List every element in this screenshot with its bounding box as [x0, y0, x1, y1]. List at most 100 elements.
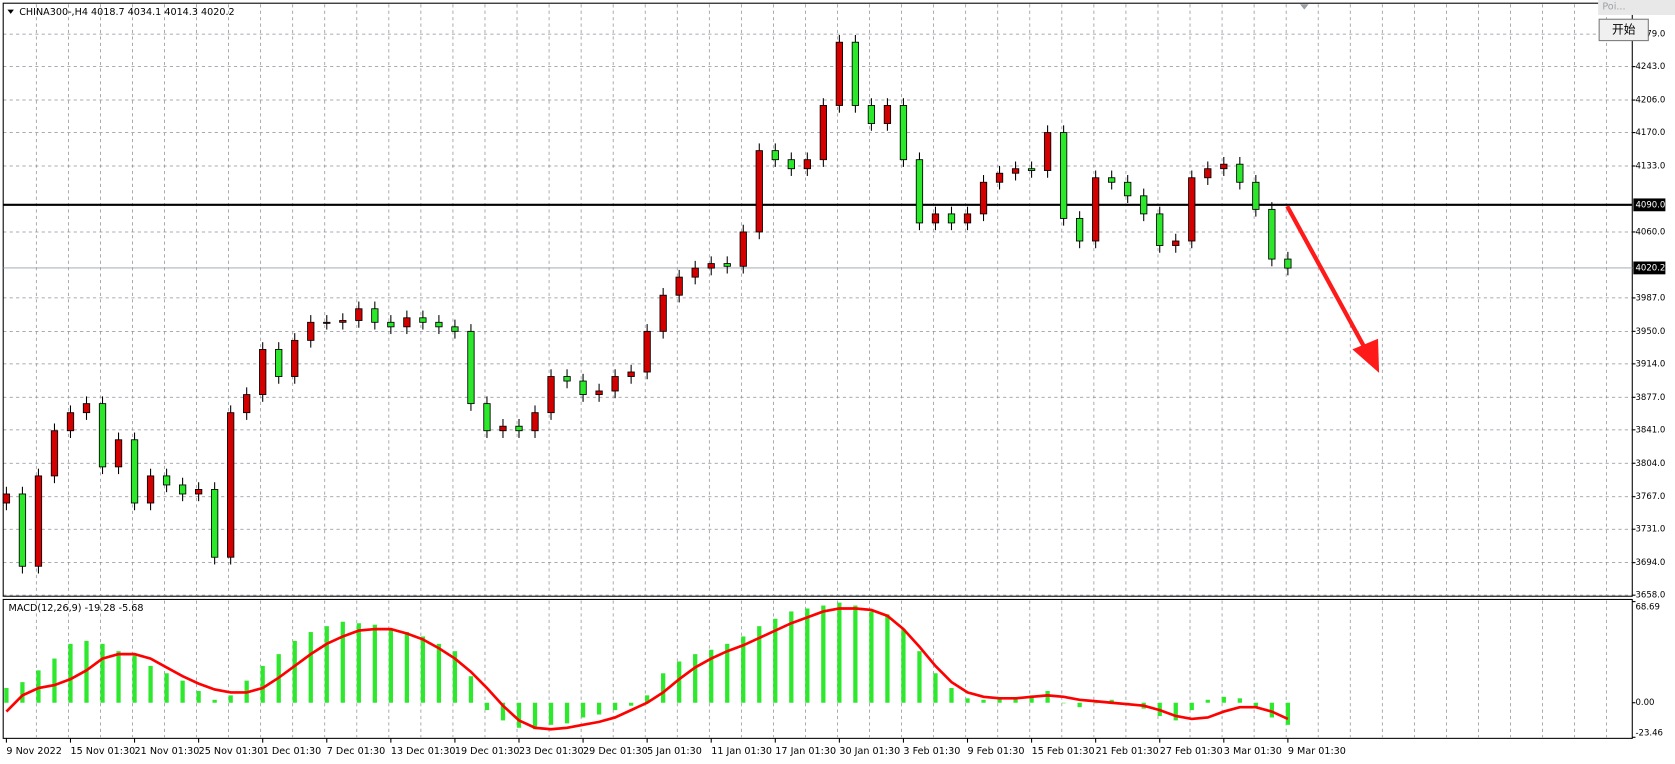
y-tick-label: 3767.0: [1635, 492, 1665, 502]
side-label: Poi...: [1602, 1, 1625, 12]
candle-body: [275, 348, 283, 377]
candle-body: [883, 105, 892, 124]
candle-body: [307, 321, 315, 341]
level-label-box: [1633, 261, 1666, 275]
macd-bar: [4, 688, 9, 703]
candle-body: [130, 439, 139, 504]
macd-bar: [340, 621, 345, 703]
macd-bar: [917, 651, 922, 703]
candle-body: [339, 320, 347, 323]
y-tick-label: 4133.0: [1635, 162, 1665, 172]
y-tick-label: 4243.0: [1635, 62, 1665, 72]
candle-body: [1188, 177, 1196, 242]
macd-bar: [901, 629, 906, 703]
macd-bar: [324, 626, 329, 703]
candle-body: [98, 403, 107, 468]
y-tick-label: 3694.0: [1635, 558, 1665, 568]
macd-bar: [212, 699, 217, 703]
macd-bar: [805, 608, 810, 703]
candle-body: [467, 330, 475, 405]
macd-bar: [100, 643, 105, 703]
x-tick-label: 7 Dec 01:30: [327, 746, 386, 757]
candle-body: [371, 308, 379, 323]
x-tick-label: 11 Jan 01:30: [711, 746, 772, 757]
candle-body: [659, 294, 667, 332]
macd-bar: [612, 702, 618, 711]
macd-bar: [292, 640, 297, 703]
macd-bar: [677, 661, 682, 703]
macd-bar: [965, 698, 970, 703]
macd-bar: [1173, 702, 1178, 721]
candle-body: [419, 317, 427, 323]
candle-body: [227, 412, 235, 558]
candle-body: [899, 105, 908, 161]
y-tick-label: 3950.0: [1635, 327, 1665, 337]
level-label-box: [1633, 198, 1666, 212]
macd-bar: [164, 673, 169, 703]
candle-body: [387, 321, 395, 328]
candle-body: [515, 425, 523, 432]
start-button[interactable]: [1598, 18, 1649, 42]
candle-body: [851, 41, 860, 106]
macd-bar: [1237, 698, 1242, 703]
y-tick-label: 3841.0: [1635, 425, 1665, 435]
macd-bar: [132, 655, 137, 703]
candle-body: [819, 105, 827, 161]
macd-bar: [20, 682, 25, 703]
candle-body: [291, 339, 299, 377]
candle-body: [66, 412, 75, 432]
macd-bar: [853, 605, 858, 703]
macd-bar: [388, 629, 393, 703]
y-tick-label: 3658.0: [1635, 591, 1665, 601]
menu-triangle[interactable]: [7, 9, 14, 14]
candle-body: [1140, 195, 1148, 215]
macd-bar: [821, 605, 826, 703]
y-tick-label: -23.46: [1635, 729, 1663, 739]
macd-bar: [372, 624, 377, 703]
macd-bar: [484, 702, 490, 711]
macd-bar: [356, 623, 361, 703]
candle-body: [323, 321, 331, 324]
x-tick-label: 17 Jan 01:30: [775, 746, 836, 757]
candle-body: [18, 493, 27, 567]
candle-body: [1284, 258, 1292, 269]
candle-body: [1043, 132, 1052, 171]
candle-body: [1059, 132, 1068, 219]
macd-bar: [260, 665, 265, 703]
macd-bar: [228, 695, 233, 703]
macd-bar: [452, 651, 458, 703]
candle-body: [1076, 217, 1084, 242]
x-tick-label: 21 Nov 01:30: [135, 746, 200, 757]
candle-body: [1204, 168, 1212, 179]
candle-body: [211, 489, 219, 558]
x-tick-label: 9 Feb 01:30: [968, 746, 1025, 757]
macd-bar: [645, 695, 650, 703]
y-tick-label: 3804.0: [1635, 459, 1665, 469]
macd-bar: [564, 702, 570, 724]
start-button-label[interactable]: 开始: [1612, 22, 1636, 36]
macd-bar: [308, 632, 313, 703]
y-tick-label: 3731.0: [1635, 525, 1665, 535]
candle-body: [755, 150, 763, 233]
level-label: 4090.0: [1635, 200, 1665, 210]
y-tick-label: 4170.0: [1635, 128, 1665, 138]
macd-bar: [1205, 699, 1210, 703]
macd-bar: [1221, 696, 1226, 703]
candle-body: [835, 41, 843, 106]
y-tick-label: 3987.0: [1635, 293, 1665, 303]
macd-bar: [148, 665, 153, 703]
macd-bar: [436, 643, 442, 703]
x-tick-label: 27 Feb 01:30: [1160, 746, 1223, 757]
candle-body: [931, 213, 940, 224]
candle-body: [803, 159, 811, 170]
candle-body: [563, 376, 571, 382]
x-tick-label: 23 Dec 01:30: [519, 746, 584, 757]
x-tick-label: 9 Nov 2022: [6, 746, 61, 757]
level-label: 4020.2: [1635, 263, 1665, 273]
x-tick-label: 5 Jan 01:30: [647, 746, 702, 757]
y-tick-label: 3877.0: [1635, 393, 1665, 403]
macd-bar: [596, 702, 602, 715]
candle-body: [547, 376, 555, 414]
